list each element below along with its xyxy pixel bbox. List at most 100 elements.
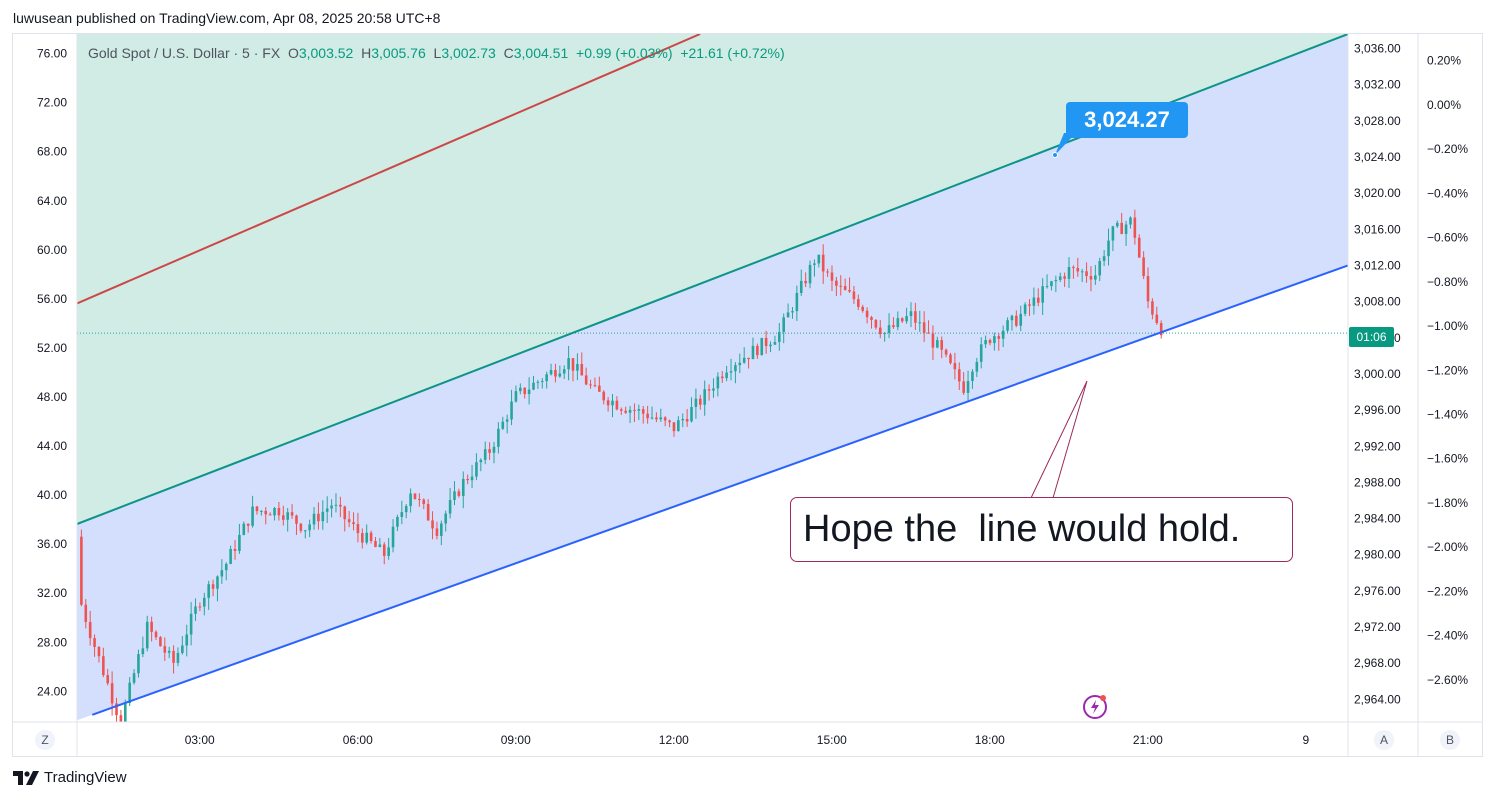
candle-body: [558, 373, 562, 377]
candle: [751, 337, 755, 360]
candle: [988, 338, 992, 346]
candle-body: [712, 388, 715, 391]
symbol-legend: Gold Spot / U.S. Dollar · 5 · FX O3,003.…: [88, 45, 785, 61]
candle: [1142, 251, 1145, 280]
candle-body: [760, 337, 764, 356]
candle-body: [422, 499, 426, 505]
candle: [1124, 220, 1128, 246]
candle: [470, 464, 474, 489]
candle-body: [505, 419, 509, 422]
percent-axis-tick: −2.60%: [1427, 673, 1468, 687]
candle-body: [163, 646, 167, 653]
candle: [962, 372, 965, 395]
candle-body: [488, 449, 491, 453]
candle-body: [1045, 286, 1049, 288]
candle-body: [993, 336, 996, 344]
candle: [857, 294, 860, 311]
candle: [944, 348, 948, 358]
candle: [347, 510, 351, 528]
candle-body: [694, 398, 698, 408]
legend-open-label: O: [287, 45, 299, 61]
candle-body: [931, 333, 935, 348]
candle: [742, 347, 746, 364]
candle-body: [321, 511, 325, 522]
candle-body: [791, 311, 794, 313]
candle: [532, 375, 535, 391]
candle-body: [962, 381, 965, 393]
candle-body: [1133, 217, 1137, 238]
right-axis-tick: 3,016.00: [1354, 222, 1401, 236]
candle: [1080, 268, 1084, 283]
candle: [883, 331, 886, 342]
right-axis-tick: 3,028.00: [1354, 114, 1401, 128]
candle-body: [668, 420, 671, 423]
candle-body: [703, 389, 706, 405]
candle: [361, 528, 364, 549]
candle: [826, 268, 829, 277]
candle-body: [145, 621, 149, 649]
candle: [804, 272, 807, 288]
percent-axis-tick: −2.20%: [1427, 584, 1468, 598]
candle-body: [198, 606, 202, 608]
candle-body: [492, 446, 496, 453]
candle-body: [356, 524, 360, 534]
candle-body: [299, 523, 303, 531]
candle: [843, 278, 847, 291]
candle-body: [1155, 314, 1159, 324]
candle-body: [918, 322, 922, 324]
candle-body: [246, 523, 250, 526]
candle: [1120, 212, 1123, 235]
candle-body: [1111, 226, 1115, 241]
candle: [1019, 305, 1023, 332]
candle-body: [716, 376, 720, 389]
left-axis-tick: 56.00: [37, 292, 67, 306]
right-axis-tick: 2,980.00: [1354, 548, 1401, 562]
auto-scale-button[interactable]: A: [1374, 730, 1394, 750]
candle-body: [540, 381, 544, 383]
flash-icon[interactable]: [1082, 693, 1108, 719]
second-axis-button[interactable]: B: [1440, 730, 1460, 750]
candle-body: [181, 645, 184, 653]
candle-body: [698, 398, 702, 405]
candle: [562, 365, 566, 379]
candle: [655, 412, 658, 423]
candle-body: [339, 504, 342, 507]
candle-body: [584, 375, 588, 385]
time-axis-tick: 18:00: [975, 733, 1005, 747]
candle: [391, 519, 395, 553]
candle: [878, 320, 882, 339]
candle-body: [571, 358, 575, 371]
candle-body: [795, 292, 799, 312]
candle-body: [830, 272, 834, 281]
candle-body: [475, 462, 478, 477]
candle-body: [325, 508, 329, 512]
candle-body: [159, 637, 162, 647]
candle: [510, 389, 513, 426]
candle: [685, 409, 689, 427]
candle: [1045, 274, 1049, 289]
candle: [589, 379, 592, 389]
note-textbox[interactable]: Hope the line would hold.: [790, 497, 1293, 562]
candle: [519, 383, 522, 395]
candle: [949, 352, 952, 365]
candle: [1155, 306, 1159, 325]
candle: [246, 523, 250, 533]
candle: [1094, 265, 1097, 285]
zoom-axis-button[interactable]: Z: [35, 730, 55, 750]
candle-body: [606, 400, 610, 406]
candle-body: [861, 306, 865, 311]
candle-body: [562, 369, 566, 374]
price-callout[interactable]: 3,024.27: [1066, 102, 1188, 138]
candle: [224, 562, 228, 581]
candle-body: [567, 358, 570, 370]
callout-pointer: [1052, 133, 1076, 158]
candle: [435, 521, 439, 540]
candle: [343, 505, 347, 532]
candle: [1129, 216, 1132, 229]
candle-body: [1015, 315, 1018, 326]
brand-footer[interactable]: TradingView: [13, 769, 127, 786]
candle: [84, 599, 88, 629]
candle-body: [1159, 323, 1163, 336]
candle-body: [554, 369, 557, 377]
